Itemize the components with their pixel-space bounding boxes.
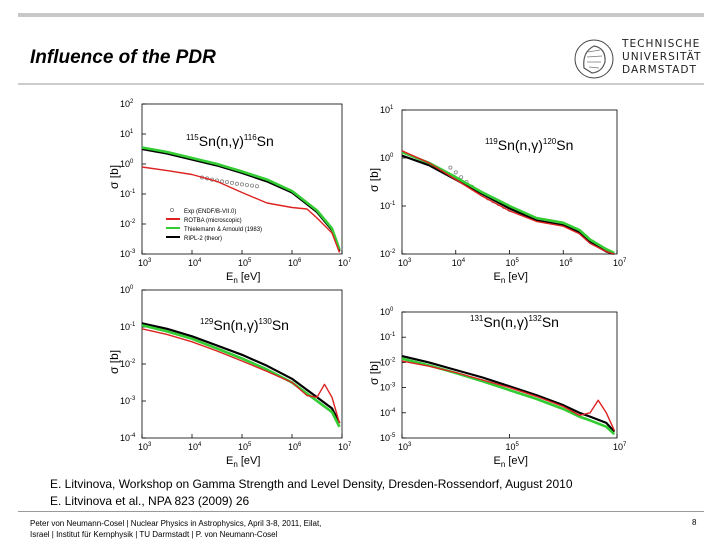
legend-label: RIPL-2 (theor) (184, 236, 222, 242)
y-tick-label: 10-2 (380, 357, 396, 367)
x-tick-label: 105 (506, 258, 520, 268)
page-title: Influence of the PDR (30, 47, 216, 68)
plot-frame (141, 289, 343, 439)
plot-title: 129Sn(n,γ)130Sn (200, 317, 289, 333)
x-tick-label: 106 (288, 258, 302, 268)
legend-label: Thielemann & Arnould (1983) (184, 227, 262, 233)
series-line (401, 360, 615, 431)
y-tick-label: 10-4 (380, 408, 396, 418)
tu-darmstadt-logo: TECHNISCHE UNIVERSITÄT DARMSTADT (572, 38, 712, 80)
x-tick-label: 107 (338, 442, 352, 452)
footer-divider (18, 511, 704, 512)
series-line (401, 150, 615, 255)
series-line (401, 150, 615, 255)
series-line (401, 355, 616, 433)
chart-sn119: 103 104 105 106 107 10-2 10-1 100 101 σ [b] En [eV… (370, 105, 627, 285)
x-tick-label: 103 (398, 258, 412, 268)
series-line (141, 323, 341, 428)
x-axis-label: En [eV] (226, 271, 260, 285)
y-tick-label: 10-4 (120, 433, 136, 443)
x-tick-label: 105 (238, 258, 252, 268)
chart-sn129: 103 104 105 106 107 10-4 10-3 10-2 10-1 100 σ [b] E… (110, 285, 352, 469)
series-line (141, 328, 341, 424)
plot-title: 115Sn(n,γ)116Sn (186, 133, 274, 149)
y-tick-label: 10-1 (380, 201, 396, 211)
title-divider (18, 83, 704, 85)
data-point (453, 170, 458, 175)
x-tick-label: 104 (452, 258, 466, 268)
x-tick-label: 107 (613, 442, 627, 452)
x-tick-label: 105 (506, 442, 520, 452)
data-point (448, 165, 453, 170)
x-tick-label: 106 (288, 442, 302, 452)
x-tick-label: 106 (559, 258, 573, 268)
logo-line-1: TECHNISCHE (622, 38, 701, 50)
chart-sn131: 103 105 107 10-5 10-4 10-3 10-2 10-1 100 σ [b] En … (370, 307, 627, 469)
y-tick-label: 10-3 (120, 249, 136, 259)
y-axis-label: σ [b] (370, 361, 381, 385)
data-point (225, 180, 230, 185)
y-axis-label: σ [b] (110, 350, 121, 374)
y-tick-label: 10-2 (120, 219, 136, 229)
footer-line-2: Israel | Institut für Kernphysik | TU Da… (30, 530, 278, 539)
data-point (254, 184, 259, 189)
y-tick-label: 10-2 (120, 359, 136, 369)
x-tick-label: 105 (238, 442, 252, 452)
data-point (235, 181, 240, 186)
series-line (141, 146, 341, 250)
chart-sn115: 103 104 105 106 107 10-3 10-2 10-1 100 101 102 σ [b… (110, 99, 352, 285)
y-tick-label: 101 (380, 105, 394, 115)
y-tick-label: 100 (120, 285, 134, 295)
plot-title: 131Sn(n,γ)132Sn (470, 314, 559, 330)
footer-line-1: Peter von Neumann-Cosel | Nuclear Physic… (30, 519, 322, 528)
footer-text: Peter von Neumann-Cosel | Nuclear Physic… (30, 518, 321, 540)
citation-1: E. Litvinova, Workshop on Gamma Strength… (50, 477, 573, 491)
citation-2: E. Litvinova et al., NPA 823 (2009) 26 (50, 494, 250, 508)
x-axis-label: En [eV] (494, 271, 528, 285)
citations: E. Litvinova, Workshop on Gamma Strength… (50, 476, 573, 510)
x-tick-label: 103 (138, 442, 152, 452)
logo-text: TECHNISCHE UNIVERSITÄT DARMSTADT (622, 38, 702, 77)
legend-label: Exp (ENDF/B-VII.0) (184, 209, 236, 215)
plot-title: 119Sn(n,γ)120Sn (485, 137, 573, 153)
page-number: 8 (692, 518, 697, 527)
x-tick-label: 103 (138, 258, 152, 268)
x-tick-label: 107 (613, 258, 627, 268)
y-tick-label: 100 (380, 153, 394, 163)
data-point (244, 183, 249, 188)
plot-frame (401, 109, 618, 255)
top-divider (18, 13, 704, 17)
x-axis-label: En [eV] (226, 455, 260, 469)
x-tick-label: 107 (338, 258, 352, 268)
x-tick-label: 104 (188, 258, 202, 268)
y-tick-label: 10-1 (120, 322, 136, 332)
y-tick-label: 10-5 (380, 433, 396, 443)
legend-label: ROTBA (microscopic) (184, 218, 242, 224)
y-tick-label: 10-1 (380, 332, 396, 342)
y-tick-label: 10-2 (380, 249, 396, 259)
y-axis-label: σ [b] (370, 168, 381, 192)
y-tick-label: 10-3 (120, 396, 136, 406)
y-axis-label: σ [b] (110, 165, 121, 189)
legend-marker (170, 208, 175, 213)
y-tick-label: 102 (120, 99, 134, 109)
y-tick-label: 100 (380, 307, 394, 317)
logo-line-2: UNIVERSITÄT (622, 51, 702, 63)
x-tick-label: 103 (398, 442, 412, 452)
x-axis-label: En [eV] (494, 455, 528, 469)
logo-line-3: DARMSTADT (622, 64, 697, 76)
data-point (239, 182, 244, 187)
data-point (230, 180, 235, 185)
y-tick-label: 10-1 (120, 189, 136, 199)
y-tick-label: 10-3 (380, 383, 396, 393)
y-tick-label: 101 (120, 129, 134, 139)
data-point (249, 183, 254, 188)
athena-head-icon (574, 39, 614, 79)
y-tick-label: 100 (120, 159, 134, 169)
series-line (141, 166, 341, 253)
x-tick-label: 104 (188, 442, 202, 452)
series-line (141, 322, 341, 424)
